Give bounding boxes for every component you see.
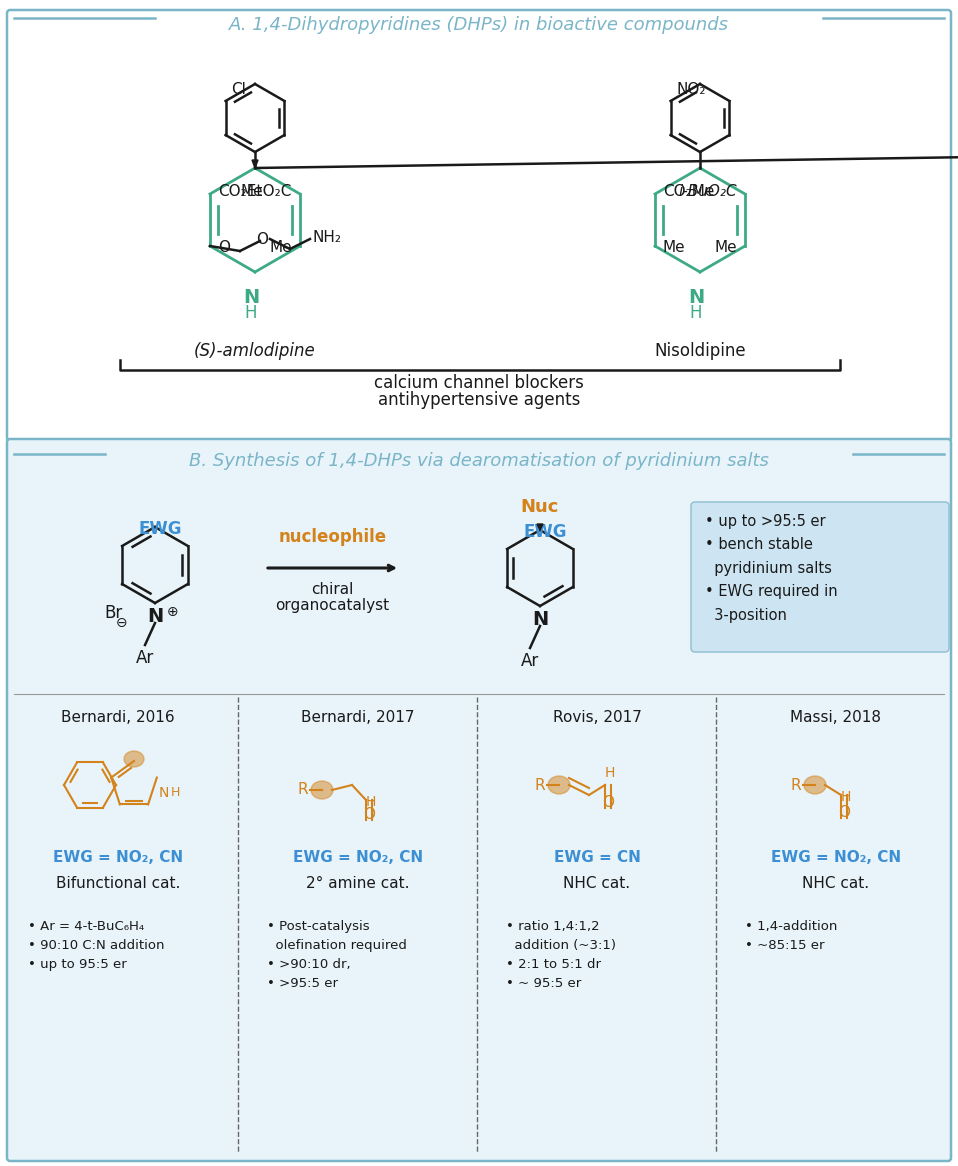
Text: • up to >95:5 er
• bench stable
  pyridinium salts
• EWG required in
  3-positio: • up to >95:5 er • bench stable pyridini… <box>705 514 837 623</box>
FancyBboxPatch shape <box>691 503 949 652</box>
Text: i-BuO₂C: i-BuO₂C <box>678 184 737 199</box>
Text: NHC cat.: NHC cat. <box>803 876 870 891</box>
Ellipse shape <box>804 777 826 794</box>
Text: N: N <box>688 288 704 307</box>
Text: O: O <box>256 232 268 246</box>
Text: Massi, 2018: Massi, 2018 <box>790 710 881 725</box>
Text: O: O <box>218 240 230 255</box>
Text: ⊕: ⊕ <box>167 605 178 619</box>
Text: nucleophile: nucleophile <box>279 528 387 546</box>
Text: • Ar = 4-t-BuC₆H₄
• 90:10 C:N addition
• up to 95:5 er: • Ar = 4-t-BuC₆H₄ • 90:10 C:N addition •… <box>28 920 165 971</box>
Text: R: R <box>297 782 308 798</box>
Text: chiral: chiral <box>311 582 354 597</box>
Text: O: O <box>838 805 850 820</box>
Text: Bernardi, 2017: Bernardi, 2017 <box>301 710 415 725</box>
Text: MeO₂C: MeO₂C <box>240 184 292 199</box>
Text: H: H <box>171 786 180 799</box>
Text: Me: Me <box>269 240 292 255</box>
Text: 2° amine cat.: 2° amine cat. <box>307 876 410 891</box>
Text: N: N <box>147 607 163 626</box>
Ellipse shape <box>311 781 333 799</box>
Text: EWG = CN: EWG = CN <box>554 850 641 865</box>
Text: Me: Me <box>715 240 737 255</box>
Text: EWG = NO₂, CN: EWG = NO₂, CN <box>293 850 423 865</box>
Text: Nisoldipine: Nisoldipine <box>654 342 746 360</box>
Text: H: H <box>690 304 702 322</box>
Text: CO₂Me: CO₂Me <box>663 184 715 199</box>
Text: O: O <box>602 795 614 810</box>
Text: NHC cat.: NHC cat. <box>563 876 630 891</box>
Ellipse shape <box>124 751 144 767</box>
FancyBboxPatch shape <box>7 10 951 441</box>
Text: (S)-amlodipine: (S)-amlodipine <box>194 342 316 360</box>
Text: Ar: Ar <box>136 649 154 667</box>
Text: Br: Br <box>104 604 123 621</box>
Text: R: R <box>790 778 801 793</box>
Text: H: H <box>605 766 615 780</box>
Text: • ratio 1,4:1,2
  addition (~3:1)
• 2:1 to 5:1 dr
• ~ 95:5 er: • ratio 1,4:1,2 addition (~3:1) • 2:1 to… <box>506 920 616 990</box>
Text: H: H <box>366 795 376 809</box>
Text: calcium channel blockers: calcium channel blockers <box>374 374 584 392</box>
Text: ⊖: ⊖ <box>115 616 127 630</box>
Text: Bernardi, 2016: Bernardi, 2016 <box>61 710 174 725</box>
Text: H: H <box>244 304 258 322</box>
Text: • 1,4-addition
• ~85:15 er: • 1,4-addition • ~85:15 er <box>745 920 837 951</box>
Text: N: N <box>243 288 259 307</box>
Text: A. 1,4-Dihydropyridines (DHPs) in bioactive compounds: A. 1,4-Dihydropyridines (DHPs) in bioact… <box>229 16 729 34</box>
Ellipse shape <box>548 777 570 794</box>
Text: EWG = NO₂, CN: EWG = NO₂, CN <box>771 850 901 865</box>
Text: Rovis, 2017: Rovis, 2017 <box>553 710 642 725</box>
Polygon shape <box>537 524 543 531</box>
Text: • Post-catalysis
  olefination required
• >90:10 dr,
• >95:5 er: • Post-catalysis olefination required • … <box>267 920 407 990</box>
Text: Cl: Cl <box>232 82 246 97</box>
Text: NH₂: NH₂ <box>313 230 342 245</box>
Text: N: N <box>159 786 170 800</box>
Text: organocatalyst: organocatalyst <box>276 598 390 613</box>
Text: Nuc: Nuc <box>521 498 559 517</box>
Text: Me: Me <box>663 240 686 255</box>
Text: Ar: Ar <box>521 652 539 670</box>
Text: N: N <box>532 610 548 628</box>
Text: EWG = NO₂, CN: EWG = NO₂, CN <box>53 850 183 865</box>
Polygon shape <box>252 160 258 168</box>
Text: EWG: EWG <box>138 520 182 538</box>
Text: O: O <box>363 807 375 822</box>
Text: H: H <box>841 791 852 805</box>
Text: R: R <box>535 778 545 793</box>
FancyBboxPatch shape <box>7 440 951 1161</box>
Text: B. Synthesis of 1,4-DHPs via dearomatisation of pyridinium salts: B. Synthesis of 1,4-DHPs via dearomatisa… <box>189 452 769 470</box>
Text: EWG: EWG <box>523 524 567 541</box>
Text: CO₂Et: CO₂Et <box>218 184 262 199</box>
Text: antihypertensive agents: antihypertensive agents <box>377 391 581 409</box>
Text: Bifunctional cat.: Bifunctional cat. <box>56 876 180 891</box>
Text: NO₂: NO₂ <box>676 82 706 97</box>
